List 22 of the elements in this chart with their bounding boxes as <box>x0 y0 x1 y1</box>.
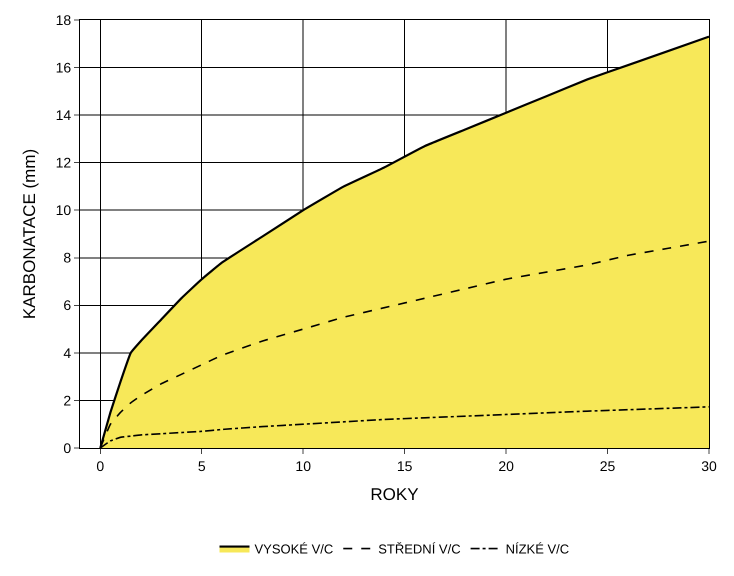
y-tick-label: 8 <box>63 250 72 266</box>
x-tick-label: 20 <box>498 458 514 474</box>
legend-label: NÍZKÉ V/C <box>506 542 570 557</box>
y-tick-label: 16 <box>56 59 72 76</box>
y-axis-title: KARBONATACE (mm) <box>20 148 40 320</box>
x-tick-label: 30 <box>701 458 717 474</box>
x-tick-label: 5 <box>198 458 206 474</box>
y-tick-label: 12 <box>56 154 72 171</box>
y-tick-label: 4 <box>63 344 72 361</box>
x-tick-label: 0 <box>96 458 104 474</box>
y-tick-label: 14 <box>56 107 72 124</box>
y-tick-label: 18 <box>56 12 72 28</box>
y-tick-label: 6 <box>63 297 72 314</box>
y-tick-label: 10 <box>56 202 72 218</box>
x-axis-title: ROKY <box>370 485 419 504</box>
legend-label: VYSOKÉ V/C <box>254 542 334 557</box>
y-tick-label: 0 <box>63 440 72 456</box>
x-tick-label: 25 <box>600 458 616 474</box>
legend-label: STŘEDNÍ V/C <box>378 542 461 557</box>
x-tick-label: 10 <box>295 458 312 474</box>
y-tick-label: 2 <box>63 392 72 408</box>
x-tick-label: 15 <box>396 458 413 474</box>
